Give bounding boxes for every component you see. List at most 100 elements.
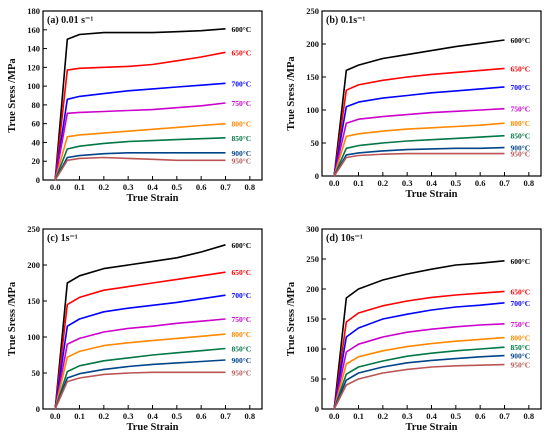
y-tick-label: 60 bbox=[32, 119, 41, 129]
x-tick-label: 0.5 bbox=[451, 178, 462, 188]
series-label-800-c: 800°C bbox=[232, 330, 252, 339]
x-tick-label: 0.6 bbox=[475, 178, 486, 188]
x-tick-label: 0.5 bbox=[451, 411, 462, 421]
series-label-950-c: 950°C bbox=[511, 361, 531, 370]
series-label-600-c: 600°C bbox=[511, 36, 531, 45]
series-label-850-c: 850°C bbox=[232, 134, 252, 143]
series-line-800-c bbox=[333, 336, 505, 410]
y-axis-label: True Sress /MPa bbox=[286, 281, 297, 356]
x-tick-label: 0.5 bbox=[172, 182, 183, 192]
y-tick-label: 0 bbox=[315, 404, 319, 414]
x-tick-label: 0.8 bbox=[245, 411, 256, 421]
series-label-650-c: 650°C bbox=[511, 64, 531, 73]
x-tick-label: 0.1 bbox=[353, 178, 364, 188]
y-tick-label: 250 bbox=[306, 6, 319, 16]
y-tick-label: 50 bbox=[311, 138, 320, 148]
y-tick-label: 120 bbox=[27, 62, 40, 72]
series-label-950-c: 950°C bbox=[511, 150, 531, 159]
series-line-800-c bbox=[54, 333, 226, 410]
x-tick-label: 0.3 bbox=[402, 411, 413, 421]
series-line-650-c bbox=[333, 290, 505, 410]
series-line-700-c bbox=[333, 86, 505, 177]
y-axis-label: True Sress /MPa bbox=[7, 58, 18, 133]
series-label-850-c: 850°C bbox=[511, 132, 531, 141]
series-label-750-c: 750°C bbox=[511, 105, 531, 114]
x-tick-label: 0.7 bbox=[220, 182, 231, 192]
y-tick-label: 160 bbox=[27, 25, 40, 35]
series-line-900-c bbox=[54, 359, 226, 410]
y-tick-label: 0 bbox=[315, 171, 319, 181]
y-tick-label: 50 bbox=[311, 374, 320, 384]
x-tick-label: 0.3 bbox=[123, 182, 134, 192]
plot-frame bbox=[321, 228, 542, 410]
series-line-700-c bbox=[54, 82, 226, 181]
series-label-700-c: 700°C bbox=[232, 291, 252, 300]
x-tick-label: 0.2 bbox=[378, 178, 389, 188]
x-tick-label: 0.0 bbox=[329, 411, 340, 421]
x-tick-label: 0.7 bbox=[220, 411, 231, 421]
y-axis-label: True Sress /MPa bbox=[286, 56, 297, 131]
series-label-900-c: 900°C bbox=[232, 149, 252, 158]
y-tick-label: 40 bbox=[32, 137, 41, 147]
series-label-800-c: 800°C bbox=[511, 334, 531, 343]
x-tick-label: 0.4 bbox=[426, 178, 437, 188]
x-tick-label: 0.0 bbox=[329, 178, 340, 188]
x-tick-label: 0.2 bbox=[99, 182, 110, 192]
series-line-750-c bbox=[54, 318, 226, 410]
series-line-900-c bbox=[333, 354, 505, 410]
series-label-650-c: 650°C bbox=[232, 268, 252, 277]
x-axis-label: True Strain bbox=[126, 422, 178, 433]
series-line-750-c bbox=[333, 323, 505, 410]
plot-frame bbox=[42, 228, 263, 410]
series-label-850-c: 850°C bbox=[511, 343, 531, 352]
chart-panel-3: 0.0 0.1 0.2 0.3 0.4 0.5 0.6 0.7 0.8 0 50 100 150 200 2… bbox=[7, 224, 263, 433]
x-tick-label: 0.2 bbox=[378, 411, 389, 421]
series-label-600-c: 600°C bbox=[232, 241, 252, 250]
series-line-600-c bbox=[54, 28, 226, 181]
series-line-650-c bbox=[54, 51, 226, 181]
y-tick-label: 200 bbox=[27, 260, 40, 270]
y-tick-label: 300 bbox=[306, 224, 319, 234]
chart-panel-2: 0.0 0.1 0.2 0.3 0.4 0.5 0.6 0.7 0.8 0 50 100 150 200 2… bbox=[286, 6, 542, 200]
y-tick-label: 140 bbox=[27, 44, 40, 54]
chart-panel-1: 0.0 0.1 0.2 0.3 0.4 0.5 0.6 0.7 0.8 0 20 40 60 80 100 1… bbox=[7, 6, 263, 204]
y-tick-label: 180 bbox=[27, 6, 40, 16]
y-tick-label: 100 bbox=[306, 105, 319, 115]
x-tick-label: 0.5 bbox=[172, 411, 183, 421]
x-tick-label: 0.4 bbox=[426, 411, 437, 421]
series-line-700-c bbox=[54, 294, 226, 410]
x-tick-label: 0.1 bbox=[74, 182, 85, 192]
x-tick-label: 0.4 bbox=[147, 182, 158, 192]
series-label-600-c: 600°C bbox=[511, 257, 531, 266]
x-tick-label: 0.1 bbox=[74, 411, 85, 421]
y-tick-label: 80 bbox=[32, 100, 41, 110]
panel-title: (a) 0.01 s⁻¹ bbox=[47, 15, 93, 26]
series-line-600-c bbox=[333, 260, 505, 410]
x-axis-label: True Strain bbox=[126, 193, 178, 204]
series-line-850-c bbox=[333, 134, 505, 177]
series-label-950-c: 950°C bbox=[232, 156, 252, 165]
y-tick-label: 50 bbox=[32, 368, 41, 378]
series-label-650-c: 650°C bbox=[511, 287, 531, 296]
series-line-950-c bbox=[333, 363, 505, 410]
y-tick-label: 150 bbox=[306, 314, 319, 324]
series-label-700-c: 700°C bbox=[511, 83, 531, 92]
series-line-800-c bbox=[54, 122, 226, 181]
x-tick-label: 0.4 bbox=[147, 411, 158, 421]
series-line-800-c bbox=[333, 122, 505, 177]
series-label-950-c: 950°C bbox=[232, 368, 252, 377]
x-axis-label: True Strain bbox=[405, 422, 457, 433]
series-line-850-c bbox=[54, 137, 226, 181]
y-tick-label: 250 bbox=[27, 224, 40, 234]
y-tick-label: 100 bbox=[306, 344, 319, 354]
panel-title: (b) 0.1s⁻¹ bbox=[326, 15, 365, 26]
x-axis-label: True Strain bbox=[405, 189, 457, 200]
y-tick-label: 200 bbox=[306, 284, 319, 294]
panel-title: (c) 1s⁻¹ bbox=[47, 233, 78, 244]
x-tick-label: 0.7 bbox=[499, 411, 510, 421]
series-label-900-c: 900°C bbox=[511, 352, 531, 361]
series-line-950-c bbox=[54, 371, 226, 410]
x-tick-label: 0.8 bbox=[524, 178, 535, 188]
series-line-700-c bbox=[333, 302, 505, 410]
